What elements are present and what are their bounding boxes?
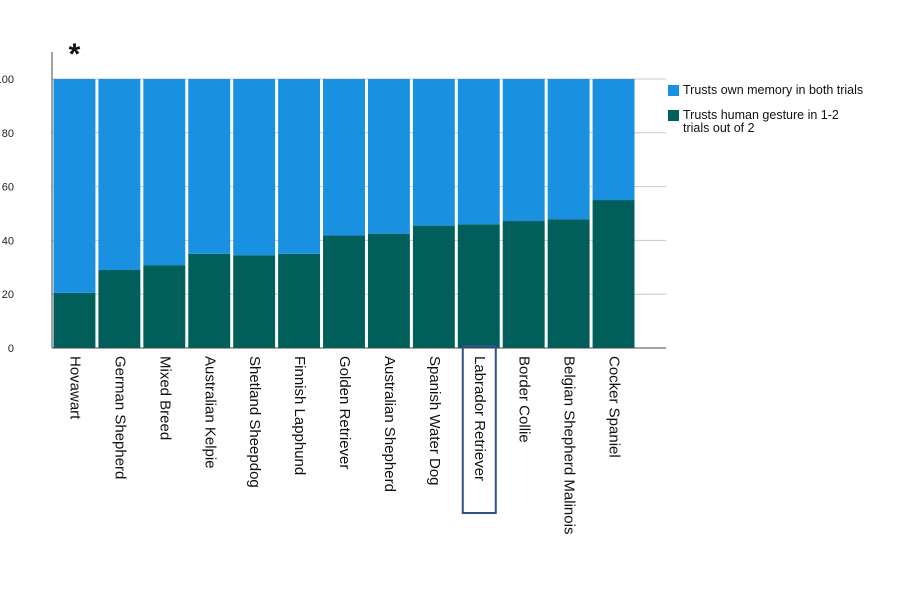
x-tick-label: Spanish Water Dog [426,356,443,486]
bar-memory-australian-kelpie [188,79,231,254]
bar-memory-shetland-sheepdog [233,79,276,256]
bar-gesture-golden-retriever [323,235,365,348]
bar-gesture-australian-kelpie [188,253,231,348]
highlight-box [461,345,497,514]
bar-memory-finnish-lapphund [278,79,321,254]
x-tick-label: Finnish Lapphund [291,356,308,475]
x-tick-label: Labrador Retriever [471,356,488,481]
legend-swatch [668,110,679,121]
bar-memory-mixed-breed [143,79,186,266]
bar-gesture-belgian-shepherd-malinois [547,219,590,348]
bar-gesture-mixed-breed [143,265,186,348]
y-axis: 0 20 40 60 80 100 [0,52,53,355]
y-tick-label: 80 [2,128,14,140]
x-tick-label: Shetland Sheepdog [246,356,263,488]
bar-gesture-cocker-spaniel [592,200,635,348]
x-tick-label: Cocker Spaniel [606,356,623,458]
x-tick-label: Australian Shepherd [381,356,398,492]
y-tick-label: 0 [8,343,14,355]
legend-label: Trusts own memory in both trials [683,83,863,97]
x-axis: Hovawart German Shepherd Mixed Breed Austra… [52,345,666,534]
x-tick-label: German Shepherd [111,356,128,479]
bar-gesture-australian-shepherd [367,233,410,348]
annotations: * [69,38,81,71]
x-tick-label: Australian Kelpie [201,356,218,469]
bar-memory-border-collie [502,79,545,222]
legend-swatch [668,85,679,96]
bar-memory-labrador-retriever [457,79,500,225]
bar-memory-german-shepherd [98,79,141,270]
x-tick-label: Golden Retriever [336,356,353,469]
bar-gesture-spanish-water-dog [412,225,455,348]
bars [53,79,635,348]
x-tick-label: Mixed Breed [156,356,173,440]
bar-gesture-border-collie [502,221,545,348]
bar-memory-belgian-shepherd-malinois [547,79,590,220]
bar-gesture-hovawart [53,292,96,348]
y-tick-label: 20 [2,289,14,301]
x-tick-label: Border Collie [516,356,533,443]
significance-asterisk: * [69,38,81,71]
bar-gesture-finnish-lapphund [278,253,321,348]
bar-memory-australian-shepherd [367,79,410,234]
x-tick-label: Belgian Shepherd Malinois [561,356,578,534]
y-tick-label: 40 [2,235,14,247]
bar-memory-spanish-water-dog [412,79,455,226]
y-tick-label: 100 [0,74,14,86]
bar-gesture-labrador-retriever [457,224,500,348]
x-tick-label: Hovawart [66,356,83,420]
legend: Trusts own memory in both trials Trusts h… [668,83,863,135]
bar-gesture-shetland-sheepdog [233,255,276,348]
bar-memory-hovawart [53,79,96,293]
bar-memory-golden-retriever [323,79,365,236]
bar-gesture-german-shepherd [98,269,141,348]
legend-label: Trusts human gesture in 1-2 trials out of… [683,108,839,135]
bar-memory-cocker-spaniel [592,79,635,201]
y-tick-label: 60 [2,182,14,194]
